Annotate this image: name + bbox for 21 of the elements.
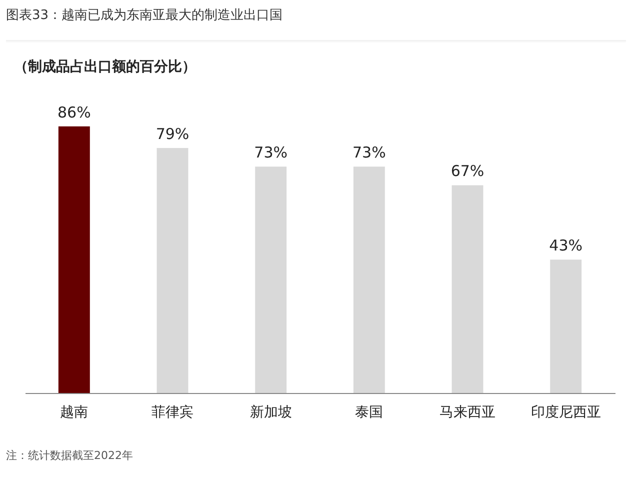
data-label: 73% [254,144,288,162]
data-label: 86% [57,103,91,122]
x-tick-label: 泰国 [355,404,384,420]
bar [255,166,287,393]
x-tick-label: 越南 [60,404,88,420]
data-label: 67% [450,162,484,180]
x-tick-label: 马来西亚 [440,404,496,420]
x-tick-label: 新加坡 [250,404,292,420]
bar [550,260,582,393]
data-label: 79% [156,125,190,144]
bar [58,126,90,393]
chart-title: 图表33：越南已成为东南亚最大的制造业出口国 [6,7,283,24]
data-label: 73% [352,144,386,162]
x-tick-label: 印度尼西亚 [530,404,601,420]
bar [452,185,484,393]
chart-subtitle: （制成品占出口额的百分比） [14,58,196,76]
x-tick-label: 菲律宾 [152,404,194,420]
bar [156,148,188,393]
bar [353,166,385,393]
text: 注：统计数据截至2022年 [6,448,133,464]
data-label: 43% [549,236,583,255]
